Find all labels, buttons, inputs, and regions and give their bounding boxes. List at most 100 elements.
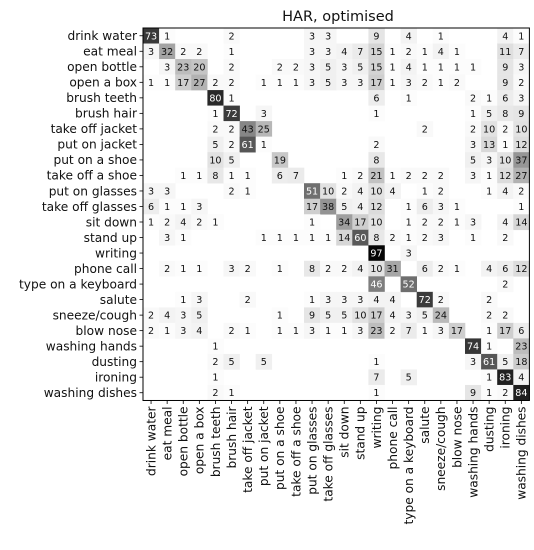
heatmap-cell [384,291,401,308]
cell-value: 1 [486,93,492,104]
cell-value: 1 [325,326,331,337]
heatmap-cell [384,59,401,75]
cell-value: 2 [438,264,444,275]
cell-value: 1 [164,78,170,89]
cell-value: 1 [164,326,170,337]
heatmap-cell [143,183,160,200]
cell-value: 17 [370,311,382,322]
cell-value: 4 [406,62,412,73]
cell-value: 1 [277,264,283,275]
cell-value: 2 [486,311,492,322]
cell-value: 3 [164,62,170,73]
heatmap-cell [513,322,530,339]
cell-value: 2 [502,388,508,399]
cell-value: 3 [438,326,444,337]
heatmap-cell [320,229,337,246]
cell-value: 46 [370,280,382,291]
row-label: drink water [67,29,138,43]
heatmap-cell [175,214,192,231]
cell-value: 2 [389,233,395,244]
cell-value: 9 [502,78,508,89]
heatmap-cell [448,59,466,75]
cell-value: 1 [228,388,234,399]
cell-values: 73 1 2 3 3 9 4 1 4 13 32 2 2 1 3 3 4 7 15 1 2 1 4 1 11 73 23 20 2 2 2 3… [145,31,528,399]
cell-value: 2 [293,62,299,73]
heatmap-cell [143,322,160,339]
cell-value: 2 [406,171,412,182]
cell-value: 1 [164,31,170,42]
heatmap-cell [432,43,450,60]
cell-value: 6 [148,202,154,213]
heatmap-cell [497,121,514,137]
heatmap-cell [432,59,450,75]
heatmap-cell [400,369,417,386]
heatmap-cell [481,369,498,386]
cell-value: 3 [341,295,347,306]
cell-value: 4 [357,186,363,197]
heatmap-cell [239,167,256,184]
heatmap-cell [159,74,176,91]
cell-value: 1 [486,186,492,197]
heatmap-cell [304,307,321,324]
heatmap-cell [513,369,530,386]
cell-value: 6 [373,93,379,104]
chart-title: HAR, optimised [282,9,394,25]
heatmap-cell [497,90,514,106]
cell-value: 19 [274,155,286,166]
cell-value: 10 [370,264,382,275]
heatmap-cell [497,276,514,293]
heatmap-cell [223,183,240,200]
row-label: sneeze/cough [53,308,137,322]
heatmap-cell [320,260,337,277]
cell-value: 1 [196,171,202,182]
cell-value: 2 [373,140,379,151]
cell-value: 1 [406,93,412,104]
cell-value: 3 [406,78,412,89]
heatmap-cell [143,74,160,91]
heatmap-cell [416,229,434,246]
heatmap-cell [384,307,401,324]
cell-value: 12 [515,264,527,275]
heatmap-cell [352,183,369,200]
cell-value: 5 [357,62,363,73]
heatmap-cell [416,307,434,324]
heatmap-cell [432,167,450,184]
heatmap-cell [159,59,176,75]
heatmap-cell [143,214,160,231]
heatmap-cell [320,43,337,60]
heatmap-cell [207,338,224,355]
heatmap-cell [465,105,482,122]
heatmap-cell [368,90,385,106]
heatmap-cell [368,245,385,262]
cell-value: 2 [228,31,234,42]
cell-value: 4 [438,47,444,58]
heatmap-cell [175,74,192,91]
heatmap-cell [416,260,434,277]
heatmap-cell [336,59,353,75]
heatmap-cell [465,136,482,153]
cell-value: 2 [212,388,218,399]
heatmap-cell [400,276,417,293]
cell-value: 7 [406,326,412,337]
heatmap-cell [481,152,498,168]
cell-value: 1 [373,357,379,368]
cell-value: 1 [228,47,234,58]
heatmap-cell [223,260,240,277]
heatmap-cell [320,28,337,44]
cell-value: 12 [515,140,527,151]
heatmap-cell [368,105,385,122]
heatmap-cell [207,384,224,401]
cell-value: 23 [515,342,527,353]
heatmap-cell [481,307,498,324]
heatmap-cell [207,353,224,370]
heatmap-cell [465,229,482,246]
row-label: dusting [92,355,137,369]
cell-value: 2 [389,326,395,337]
cell-value: 3 [180,326,186,337]
cell-value: 4 [406,31,412,42]
cell-value: 27 [193,78,205,89]
heatmap-cell [497,322,514,339]
heatmap-cell [432,229,450,246]
cell-value: 4 [518,373,524,384]
cell-value: 7 [357,47,363,58]
